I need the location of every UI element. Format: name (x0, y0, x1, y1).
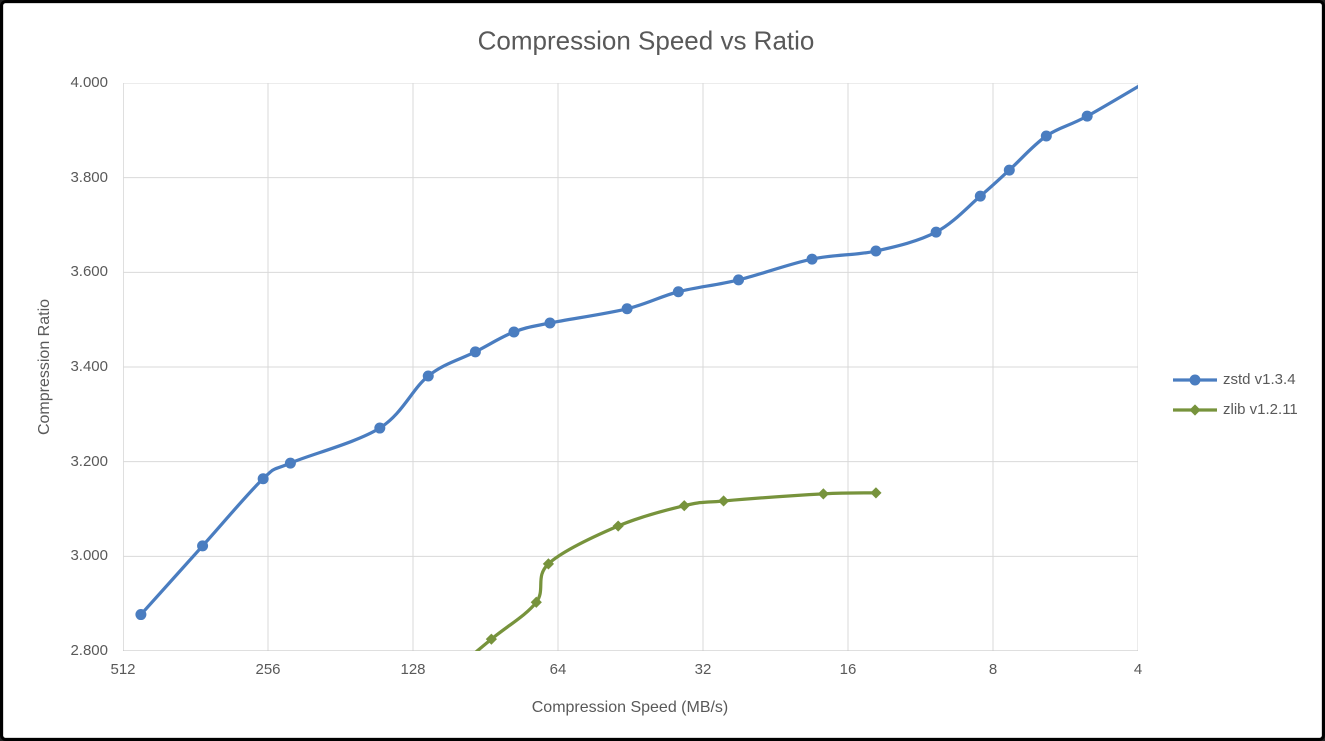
legend-label-zstd: zstd v1.3.4 (1223, 371, 1296, 388)
y-tick-label: 4.000 (70, 74, 108, 91)
x-tick-label: 4 (1133, 661, 1143, 678)
data-point-marker (870, 487, 882, 499)
data-point-marker (678, 500, 690, 512)
x-tick-label: 128 (400, 661, 426, 678)
chart-title: Compression Speed vs Ratio (477, 25, 815, 56)
data-point-marker (672, 286, 684, 298)
legend-item-zstd: zstd v1.3.4 (1173, 371, 1298, 388)
series-0 (135, 84, 1138, 621)
legend-label-zlib: zlib v1.2.11 (1223, 401, 1298, 418)
data-point-marker (817, 488, 829, 500)
series-line-1 (474, 491, 878, 651)
data-point-marker (974, 190, 986, 202)
legend-marker-zstd-icon (1173, 374, 1217, 385)
data-point-marker (1040, 130, 1052, 142)
data-point-marker (733, 274, 745, 286)
data-point-marker (469, 346, 481, 358)
data-point-marker (621, 303, 633, 315)
data-point-marker (870, 245, 882, 257)
data-point-marker (612, 520, 624, 532)
y-tick-label: 3.800 (70, 168, 108, 186)
y-axis-title: Compression Ratio (36, 298, 53, 436)
data-point-marker (1081, 110, 1093, 122)
data-point-marker (257, 473, 269, 485)
data-point-marker (1003, 164, 1015, 176)
plot-area (123, 83, 1138, 651)
x-axis-title: Compression Speed (MB/s) (531, 699, 729, 716)
data-point-marker (930, 226, 942, 238)
y-tick-label: 3.600 (70, 263, 108, 281)
y-tick-label: 3.400 (70, 358, 108, 375)
series-line-0 (139, 84, 1138, 617)
x-tick-label: 64 (549, 661, 567, 678)
data-point-marker (197, 540, 209, 552)
x-tick-label: 256 (255, 661, 281, 678)
data-point-marker (542, 558, 555, 570)
x-tick-label: 32 (694, 661, 712, 678)
legend-item-zlib: zlib v1.2.11 (1173, 401, 1298, 418)
y-tick-label: 3.000 (70, 547, 108, 565)
y-tick-label: 2.800 (70, 642, 108, 659)
x-tick-label: 16 (839, 661, 857, 678)
data-point-marker (422, 370, 434, 382)
legend: zstd v1.3.4 zlib v1.2.11 (1173, 371, 1298, 418)
data-point-marker (135, 609, 147, 621)
data-point-marker (530, 596, 542, 608)
data-point-marker (485, 633, 497, 645)
x-tick-label: 8 (988, 661, 998, 678)
data-point-marker (717, 495, 730, 507)
x-tick-label: 512 (110, 661, 136, 678)
legend-marker-zlib-icon (1173, 403, 1217, 416)
data-point-marker (374, 422, 386, 434)
series-1 (474, 487, 882, 651)
data-point-marker (284, 457, 296, 469)
data-point-marker (806, 253, 818, 265)
data-point-marker (544, 317, 556, 329)
data-point-marker (508, 326, 520, 338)
y-tick-label: 3.200 (70, 452, 108, 470)
